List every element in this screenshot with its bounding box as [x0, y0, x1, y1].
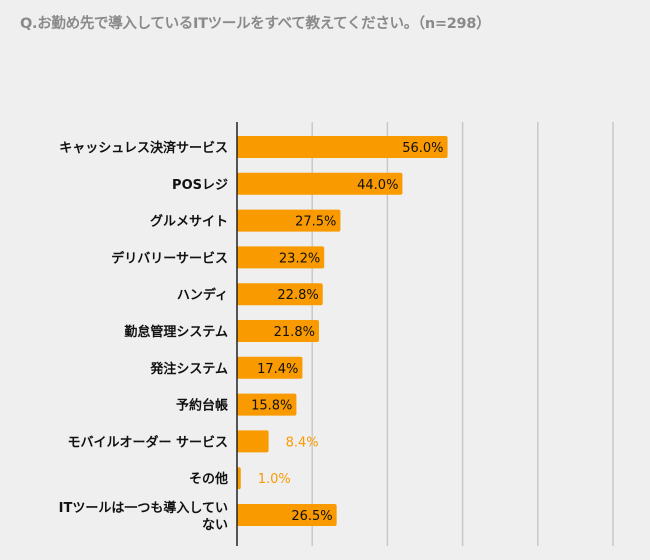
data-label: 26.5% — [291, 509, 332, 524]
bar — [237, 136, 448, 158]
data-label: 22.8% — [277, 288, 318, 303]
category-label: ない — [202, 518, 228, 533]
data-label: 56.0% — [402, 141, 443, 156]
bar — [237, 467, 241, 490]
data-label: 27.5% — [295, 215, 336, 230]
category-label: その他 — [189, 471, 228, 487]
data-label: 21.8% — [274, 325, 315, 340]
category-label: 発注システム — [149, 361, 228, 377]
bar — [237, 320, 319, 342]
bar — [237, 246, 325, 269]
data-label: 15.8% — [251, 399, 292, 414]
category-label: 勤怠管理システム — [124, 324, 228, 340]
category-label: ハンディ — [177, 287, 228, 303]
data-label: 44.0% — [357, 178, 398, 193]
category-label: グルメサイト — [150, 214, 228, 230]
category-label: モバイルオーダー サービス — [67, 434, 228, 450]
chart-title: Q.お勤め先で導入しているITツールをすべて教えてください。（n=298） — [20, 16, 491, 32]
bar — [237, 393, 297, 416]
bar — [237, 430, 269, 453]
data-label: 23.2% — [279, 251, 320, 266]
data-label: 8.4% — [286, 435, 319, 450]
category-label: キャッシュレス決済サービス — [59, 140, 228, 156]
category-label: POSレジ — [172, 178, 228, 193]
category-label: デリバリーサービス — [111, 250, 228, 266]
category-label: ITツールは一つも導入してい — [59, 500, 228, 516]
data-label: 1.0% — [258, 472, 291, 487]
bar — [237, 356, 303, 379]
bar — [237, 504, 337, 526]
bar — [237, 172, 403, 195]
data-label: 17.4% — [257, 362, 298, 377]
category-label: 予約台帳 — [176, 398, 228, 414]
bar — [237, 283, 323, 306]
bar — [237, 209, 341, 232]
